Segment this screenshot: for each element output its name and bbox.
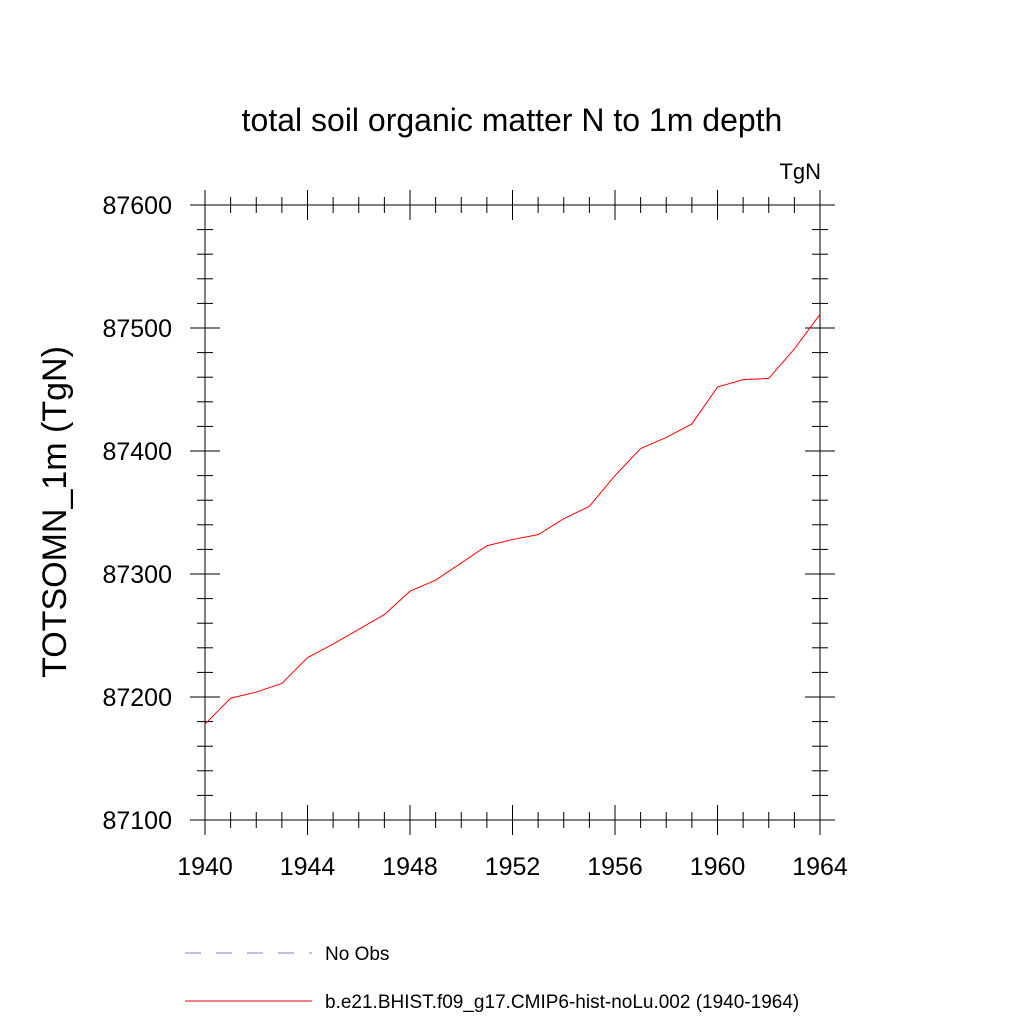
y-tick-label: 87500 xyxy=(102,315,172,343)
plot-frame xyxy=(205,205,820,820)
y-tick-label: 87600 xyxy=(102,192,172,220)
line-chart: total soil organic matter N to 1m depth … xyxy=(0,0,1024,1024)
plot-area: 1940 1944 1948 1952 1956 1960 1964 87100 87200 87… xyxy=(102,190,847,881)
y-tick-label: 87400 xyxy=(102,438,172,466)
legend: No Obs b.e21.BHIST.f09_g17.CMIP6-hist-noL… xyxy=(185,944,799,1013)
legend-label: b.e21.BHIST.f09_g17.CMIP6-hist-noLu.002 … xyxy=(325,992,799,1013)
x-tick-label: 1940 xyxy=(177,853,233,881)
legend-label: No Obs xyxy=(325,944,389,965)
x-tick-label: 1956 xyxy=(587,853,643,881)
series-line xyxy=(205,314,820,724)
units-label: TgN xyxy=(779,159,821,184)
chart-title: total soil organic matter N to 1m depth xyxy=(242,102,783,138)
x-tick-label: 1964 xyxy=(792,853,848,881)
x-tick-label: 1960 xyxy=(690,853,746,881)
y-tick-label: 87300 xyxy=(102,561,172,589)
x-tick-label: 1944 xyxy=(280,853,336,881)
x-tick-label: 1952 xyxy=(485,853,541,881)
y-axis-label: TOTSOMN_1m (TgN) xyxy=(36,346,74,678)
x-tick-label: 1948 xyxy=(382,853,438,881)
y-tick-label: 87200 xyxy=(102,684,172,712)
y-tick-label: 87100 xyxy=(102,807,172,835)
